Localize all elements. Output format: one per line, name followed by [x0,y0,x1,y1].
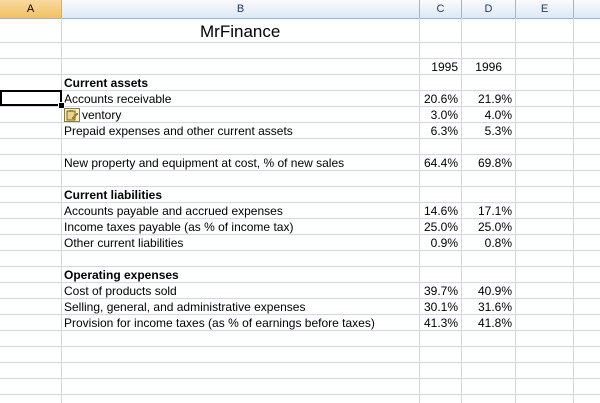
grid-line [0,74,600,75]
value-1995[interactable]: 6.3% [430,124,458,138]
row-label[interactable]: Prepaid expenses and other current asset… [64,124,293,138]
value-1996[interactable]: 69.8% [477,156,512,170]
value-1995[interactable]: 3.0% [430,108,458,122]
grid-line [0,106,600,107]
grid-line [0,42,600,43]
grid-line [0,250,600,251]
value-1995[interactable]: 30.1% [423,300,458,314]
row-label[interactable]: Accounts payable and accrued expenses [64,204,283,218]
row-label[interactable]: Other current liabilities [64,236,184,250]
grid-line [515,18,516,403]
row-label[interactable]: Cost of products sold [64,284,177,298]
grid-line [461,18,462,403]
active-cell-selection[interactable] [0,90,62,106]
value-1996[interactable]: 25.0% [477,220,512,234]
grid-line [0,202,600,203]
paste-options-icon[interactable] [64,108,80,122]
grid-line [0,170,600,171]
grid-line [0,282,600,283]
year-1996-header[interactable]: 1996 [475,60,502,74]
value-1995[interactable]: 25.0% [423,220,458,234]
grid-line [419,18,420,403]
value-1996[interactable]: 0.8% [484,236,512,250]
section-heading-operating-expenses[interactable]: Operating expenses [64,268,179,282]
value-1996[interactable]: 21.9% [477,92,512,106]
grid-line [0,122,600,123]
value-1995[interactable]: 20.6% [423,92,458,106]
grid-line [0,394,600,395]
grid-line [0,378,600,379]
grid-line [0,234,600,235]
grid-line [0,186,600,187]
grid-line [0,314,600,315]
grid-line [0,138,600,139]
column-header-c[interactable]: C [420,0,462,18]
value-1995[interactable]: 14.6% [423,204,458,218]
grid-line [0,330,600,331]
row-label[interactable]: ventory [82,108,122,122]
grid-line [0,90,600,91]
value-1995[interactable]: 41.3% [423,316,458,330]
value-1995[interactable]: 0.9% [430,236,458,250]
row-label[interactable]: Accounts receivable [64,92,172,106]
value-1996[interactable]: 4.0% [484,108,512,122]
value-1995[interactable]: 64.4% [423,156,458,170]
section-heading-current-assets[interactable]: Current assets [64,76,149,90]
value-1996[interactable]: 5.3% [484,124,512,138]
row-label[interactable]: Selling, general, and administrative exp… [64,300,306,314]
value-1996[interactable]: 41.8% [477,316,512,330]
grid-line [0,266,600,267]
value-1996[interactable]: 31.6% [477,300,512,314]
section-heading-current-liabilities[interactable]: Current liabilities [64,188,163,202]
row-label[interactable]: New property and equipment at cost, % of… [64,156,345,170]
column-header-b[interactable]: B [62,0,420,18]
grid-line [61,18,62,403]
value-1996[interactable]: 40.9% [477,284,512,298]
grid-line [0,362,600,363]
fill-handle[interactable] [58,102,65,109]
grid-line [0,154,600,155]
column-header-f[interactable] [574,0,600,18]
grid-line [0,218,600,219]
grid-line [573,18,574,403]
column-header-a[interactable]: A [0,0,62,18]
value-1996[interactable]: 17.1% [477,204,512,218]
sheet-title: MrFinance [200,22,281,41]
clipboard-icon [66,110,79,121]
grid-line [0,298,600,299]
year-1995-header[interactable]: 1995 [431,60,458,74]
column-header-row: A B C D E [0,0,600,19]
column-header-e[interactable]: E [516,0,574,18]
row-label[interactable]: Income taxes payable (as % of income tax… [64,220,294,234]
value-1995[interactable]: 39.7% [423,284,458,298]
row-label[interactable]: Provision for income taxes (as % of earn… [64,316,375,330]
grid-line [0,346,600,347]
column-header-d[interactable]: D [462,0,516,18]
grid-line [0,58,600,59]
